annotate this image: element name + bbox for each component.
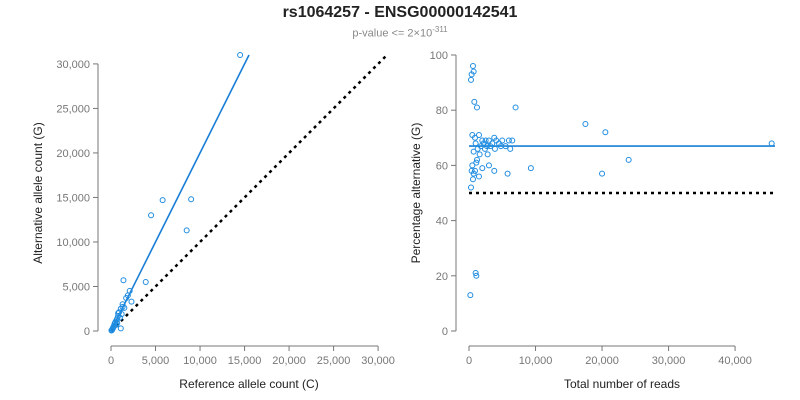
x-tick-label: 0 <box>108 355 114 367</box>
data-point <box>507 145 514 152</box>
data-point <box>117 325 124 332</box>
subtitle-times: × <box>413 27 420 40</box>
y-tick-label: 25,000 <box>56 103 90 115</box>
data-point <box>582 121 589 127</box>
right-panel-percentage-alternative: 0 10,000 20,000 30,000 40,000 0 20 40 60 80 100 Tot… <box>409 50 775 391</box>
left-panel-allele-counts: 0 5,000 10,000 15,000 20,000 25,000 30,000 0 5,0… <box>31 52 395 391</box>
reference-line <box>110 54 388 332</box>
fit-line <box>110 54 250 332</box>
data-point <box>183 227 190 234</box>
x-tick-label: 15,000 <box>228 355 262 367</box>
data-point <box>123 295 130 302</box>
data-point <box>112 319 119 326</box>
y-tick-label: 60 <box>436 160 448 172</box>
data-point <box>188 196 195 203</box>
data-point <box>128 298 135 305</box>
y-tick-label: 20,000 <box>56 148 90 160</box>
x-tick-label: 0 <box>466 355 472 367</box>
data-point <box>502 143 509 150</box>
data-point <box>469 176 476 183</box>
data-point <box>159 197 166 204</box>
data-point <box>491 167 498 174</box>
subtitle-prefix: p-value <= 2 <box>352 27 414 40</box>
x-tick-label: 10,000 <box>183 355 217 367</box>
y-tick-label: 15,000 <box>56 192 90 204</box>
data-point <box>115 310 122 317</box>
data-point <box>470 148 477 155</box>
y-tick-label: 100 <box>430 50 448 62</box>
data-point <box>142 279 149 286</box>
data-point <box>512 104 519 111</box>
data-point <box>491 145 498 152</box>
data-point <box>473 156 480 163</box>
data-point <box>599 170 606 177</box>
subtitle-base: 10 <box>419 27 433 40</box>
data-point <box>119 303 126 310</box>
data-point <box>473 104 480 111</box>
data-point <box>625 156 632 163</box>
y-tick-label: 0 <box>84 326 90 338</box>
y-tick-label: 20 <box>436 271 448 283</box>
data-point <box>471 98 478 105</box>
x-tick-label: 20,000 <box>585 355 619 367</box>
x-tick-label: 10,000 <box>519 355 553 367</box>
data-point <box>469 162 476 169</box>
data-point <box>504 170 511 177</box>
data-point <box>475 173 482 180</box>
data-point <box>509 137 516 144</box>
data-point <box>467 76 474 83</box>
x-tick-label: 5,000 <box>142 355 170 367</box>
data-point <box>485 162 492 169</box>
data-point <box>120 277 127 284</box>
chart-title: rs1064257 - ENSG00000142541 <box>282 4 518 21</box>
data-point <box>472 140 479 147</box>
data-point <box>469 63 476 70</box>
data-point <box>487 143 494 150</box>
x-axis-label: Reference allele count (C) <box>179 377 318 391</box>
y-tick-label: 10,000 <box>56 237 90 249</box>
data-point <box>602 129 609 136</box>
data-point <box>237 52 244 58</box>
y-tick-label: 40 <box>436 216 448 228</box>
data-point <box>473 272 480 279</box>
data-point <box>768 140 775 147</box>
data-point <box>505 137 512 144</box>
y-tick-label: 80 <box>436 105 448 117</box>
data-point <box>474 145 481 152</box>
data-point <box>470 170 477 177</box>
y-axis-label: Percentage alternative (G) <box>409 123 423 264</box>
data-point <box>481 145 488 152</box>
data-point <box>467 292 474 299</box>
data-point <box>108 327 115 334</box>
chart-subtitle: p-value <= 2×10-311 <box>0 25 800 40</box>
y-axis-label: Alternative allele count (G) <box>31 122 45 263</box>
y-tick-label: 0 <box>442 326 448 338</box>
x-tick-label: 20,000 <box>272 355 306 367</box>
data-point <box>148 212 155 219</box>
x-tick-label: 30,000 <box>361 355 395 367</box>
data-point <box>475 132 482 139</box>
data-point <box>499 137 506 144</box>
subtitle-exponent: -311 <box>432 25 448 34</box>
data-point <box>467 184 474 191</box>
data-point <box>471 134 478 141</box>
data-point <box>118 311 125 318</box>
data-point <box>468 71 475 78</box>
data-point <box>484 151 491 158</box>
x-tick-label: 25,000 <box>317 355 351 367</box>
data-point <box>485 137 492 144</box>
data-point <box>479 165 486 172</box>
y-tick-label: 5,000 <box>62 281 90 293</box>
y-tick-label: 30,000 <box>56 59 90 71</box>
data-point <box>476 151 483 158</box>
data-point <box>473 159 480 166</box>
x-axis-label: Total number of reads <box>564 377 680 391</box>
data-point <box>472 270 479 277</box>
x-tick-label: 30,000 <box>652 355 686 367</box>
data-point <box>527 165 534 172</box>
x-tick-label: 40,000 <box>718 355 752 367</box>
